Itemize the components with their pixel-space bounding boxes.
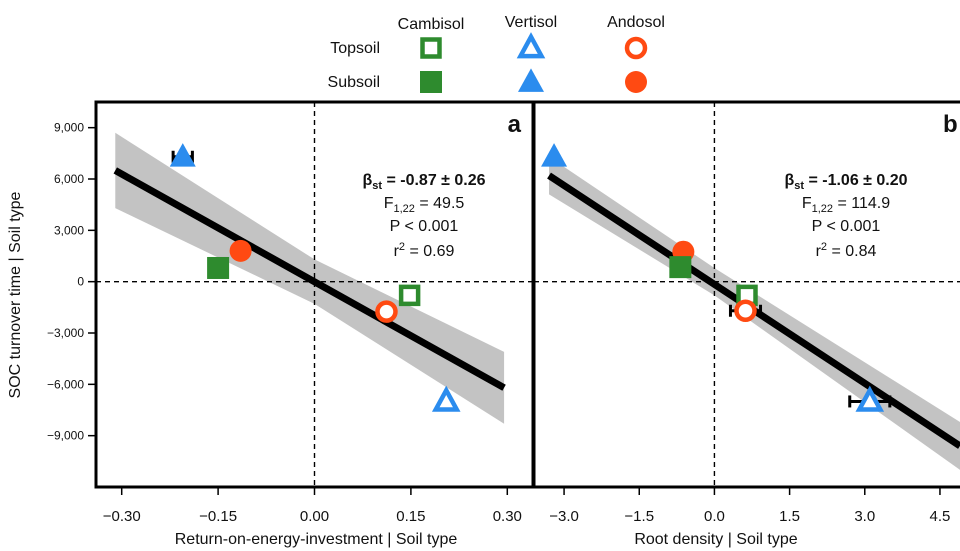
panel-b-point-vertisol-subsoil [541,143,568,167]
panel-a-xtick-label: 0.00 [300,508,329,525]
panel-a-r2: r2 = 0.69 [394,241,455,260]
legend-col-vertisol: Vertisol [505,14,557,31]
panel-b-point-vertisol-topsoil [855,385,885,412]
legend-key-andosol-topsoil [624,36,648,60]
panel-b: b −3.0 −1.5 0.0 1.5 3.0 4.5 Root density | So… [532,100,960,548]
legend-row-topsoil: Topsoil [330,40,380,57]
panel-a-ytick-label: 0 [77,275,84,289]
panel-b-xtick-label: 0.0 [704,508,725,525]
panel-b-r2: r2 = 0.84 [816,241,877,260]
panel-a-point-vertisol-subsoil [169,143,196,167]
panel-a-point-vertisol-topsoil [431,385,461,412]
legend-key-vertisol-topsoil [516,32,546,59]
panel-a-ytick-label: −3,000 [47,326,84,340]
panel-a: a 9,000 6,000 3,000 0 −3,000 −6,000 −9,000 −0.… [7,100,535,548]
panel-b-xtick-label: −1.5 [624,508,654,525]
panel-a-label: a [508,111,522,138]
panel-a-point-cambisol-topsoil [398,284,421,307]
panel-a-ytick-label: 6,000 [54,172,84,186]
legend-key-vertisol-subsoil [518,68,544,92]
panel-a-ytick-label: 3,000 [54,223,84,237]
panel-a-xtick-label: −0.15 [199,508,237,525]
panel-a-ylabel: SOC turnover time | Soil type [7,191,24,398]
panel-a-beta: βst = -0.87 ± 0.26 [362,172,485,192]
panel-b-xtick-label: 1.5 [779,508,800,525]
panel-b-stats: βst = -1.06 ± 0.20 F1,22 = 114.9 P < 0.0… [784,172,907,260]
panel-a-ytick-label: 9,000 [54,121,84,135]
panel-b-label: b [943,111,958,138]
panel-b-point-andosol-topsoil [734,299,757,323]
panel-a-p-value: P < 0.001 [390,218,459,235]
legend-col-andosol: Andosol [607,14,665,31]
legend-col-cambisol: Cambisol [398,16,465,33]
panel-b-xtick-label: 3.0 [854,508,875,525]
legend-key-andosol-subsoil [625,71,647,93]
panel-b-f-stat: F1,22 = 114.9 [802,195,890,215]
panel-a-stats: βst = -0.87 ± 0.26 F1,22 = 49.5 P < 0.00… [362,172,485,260]
panel-b-xlabel: Root density | Soil type [634,531,797,548]
panel-b-point-cambisol-subsoil [669,256,692,279]
panel-a-ytick-label: −6,000 [47,377,84,391]
panel-b-p-value: P < 0.001 [812,218,881,235]
panel-a-xtick-label: 0.15 [396,508,425,525]
panel-a-point-andosol-subsoil [229,239,252,262]
panel-b-xtick-label: −3.0 [549,508,579,525]
panel-a-point-cambisol-subsoil [207,256,230,279]
panel-b-beta: βst = -1.06 ± 0.20 [784,172,907,192]
panel-a-xtick-label: 0.30 [493,508,522,525]
legend-row-subsoil: Subsoil [328,74,380,91]
legend-key-cambisol-subsoil [420,71,442,93]
panel-b-xtick-label: 4.5 [930,508,951,525]
panel-a-xlabel: Return-on-energy-investment | Soil type [175,531,458,548]
legend: Cambisol Vertisol Andosol Topsoil Subsoi… [328,14,665,93]
panel-a-point-andosol-topsoil [375,300,398,323]
panel-a-f-stat: F1,22 = 49.5 [384,195,465,215]
legend-key-cambisol-topsoil [420,37,442,59]
panel-a-regression-line [113,167,506,391]
panel-a-ytick-label: −9,000 [47,429,84,443]
panel-a-xtick-label: −0.30 [103,508,141,525]
